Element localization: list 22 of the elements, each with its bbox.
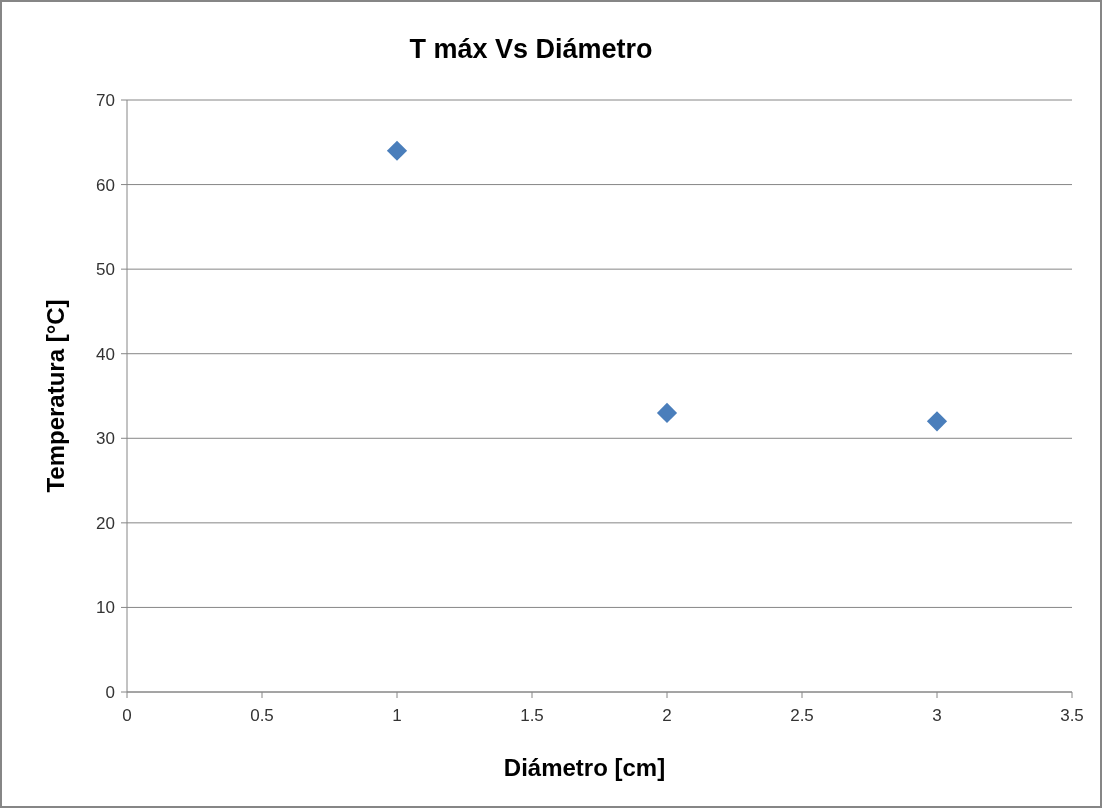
y-tick-label: 0 xyxy=(105,682,115,702)
x-tick-label: 1 xyxy=(392,706,402,725)
y-tick-label: 30 xyxy=(96,429,115,449)
point xyxy=(386,140,408,161)
y-tick-label: 60 xyxy=(96,175,115,195)
y-tick-label: 40 xyxy=(96,344,115,364)
x-tick-label: 0.5 xyxy=(250,706,274,725)
point xyxy=(926,411,948,432)
x-tick-label: 2 xyxy=(662,706,672,725)
y-tick-label: 70 xyxy=(96,90,115,110)
y-tick-label: 10 xyxy=(96,598,115,618)
x-tick-label: 3.5 xyxy=(1060,706,1084,725)
x-axis-title: Diámetro [cm] xyxy=(503,754,666,781)
y-tick-label: 20 xyxy=(96,513,115,533)
chart-title: T máx Vs Diámetro xyxy=(409,34,653,64)
y-axis-title: Temperatura [°C] xyxy=(42,299,69,493)
x-tick-label: 3 xyxy=(932,706,942,725)
x-tick-label: 0 xyxy=(122,706,132,725)
x-tick-label: 1.5 xyxy=(520,706,544,725)
y-tick-label: 50 xyxy=(96,260,115,280)
x-tick-label: 2.5 xyxy=(790,706,814,725)
point xyxy=(656,402,678,424)
